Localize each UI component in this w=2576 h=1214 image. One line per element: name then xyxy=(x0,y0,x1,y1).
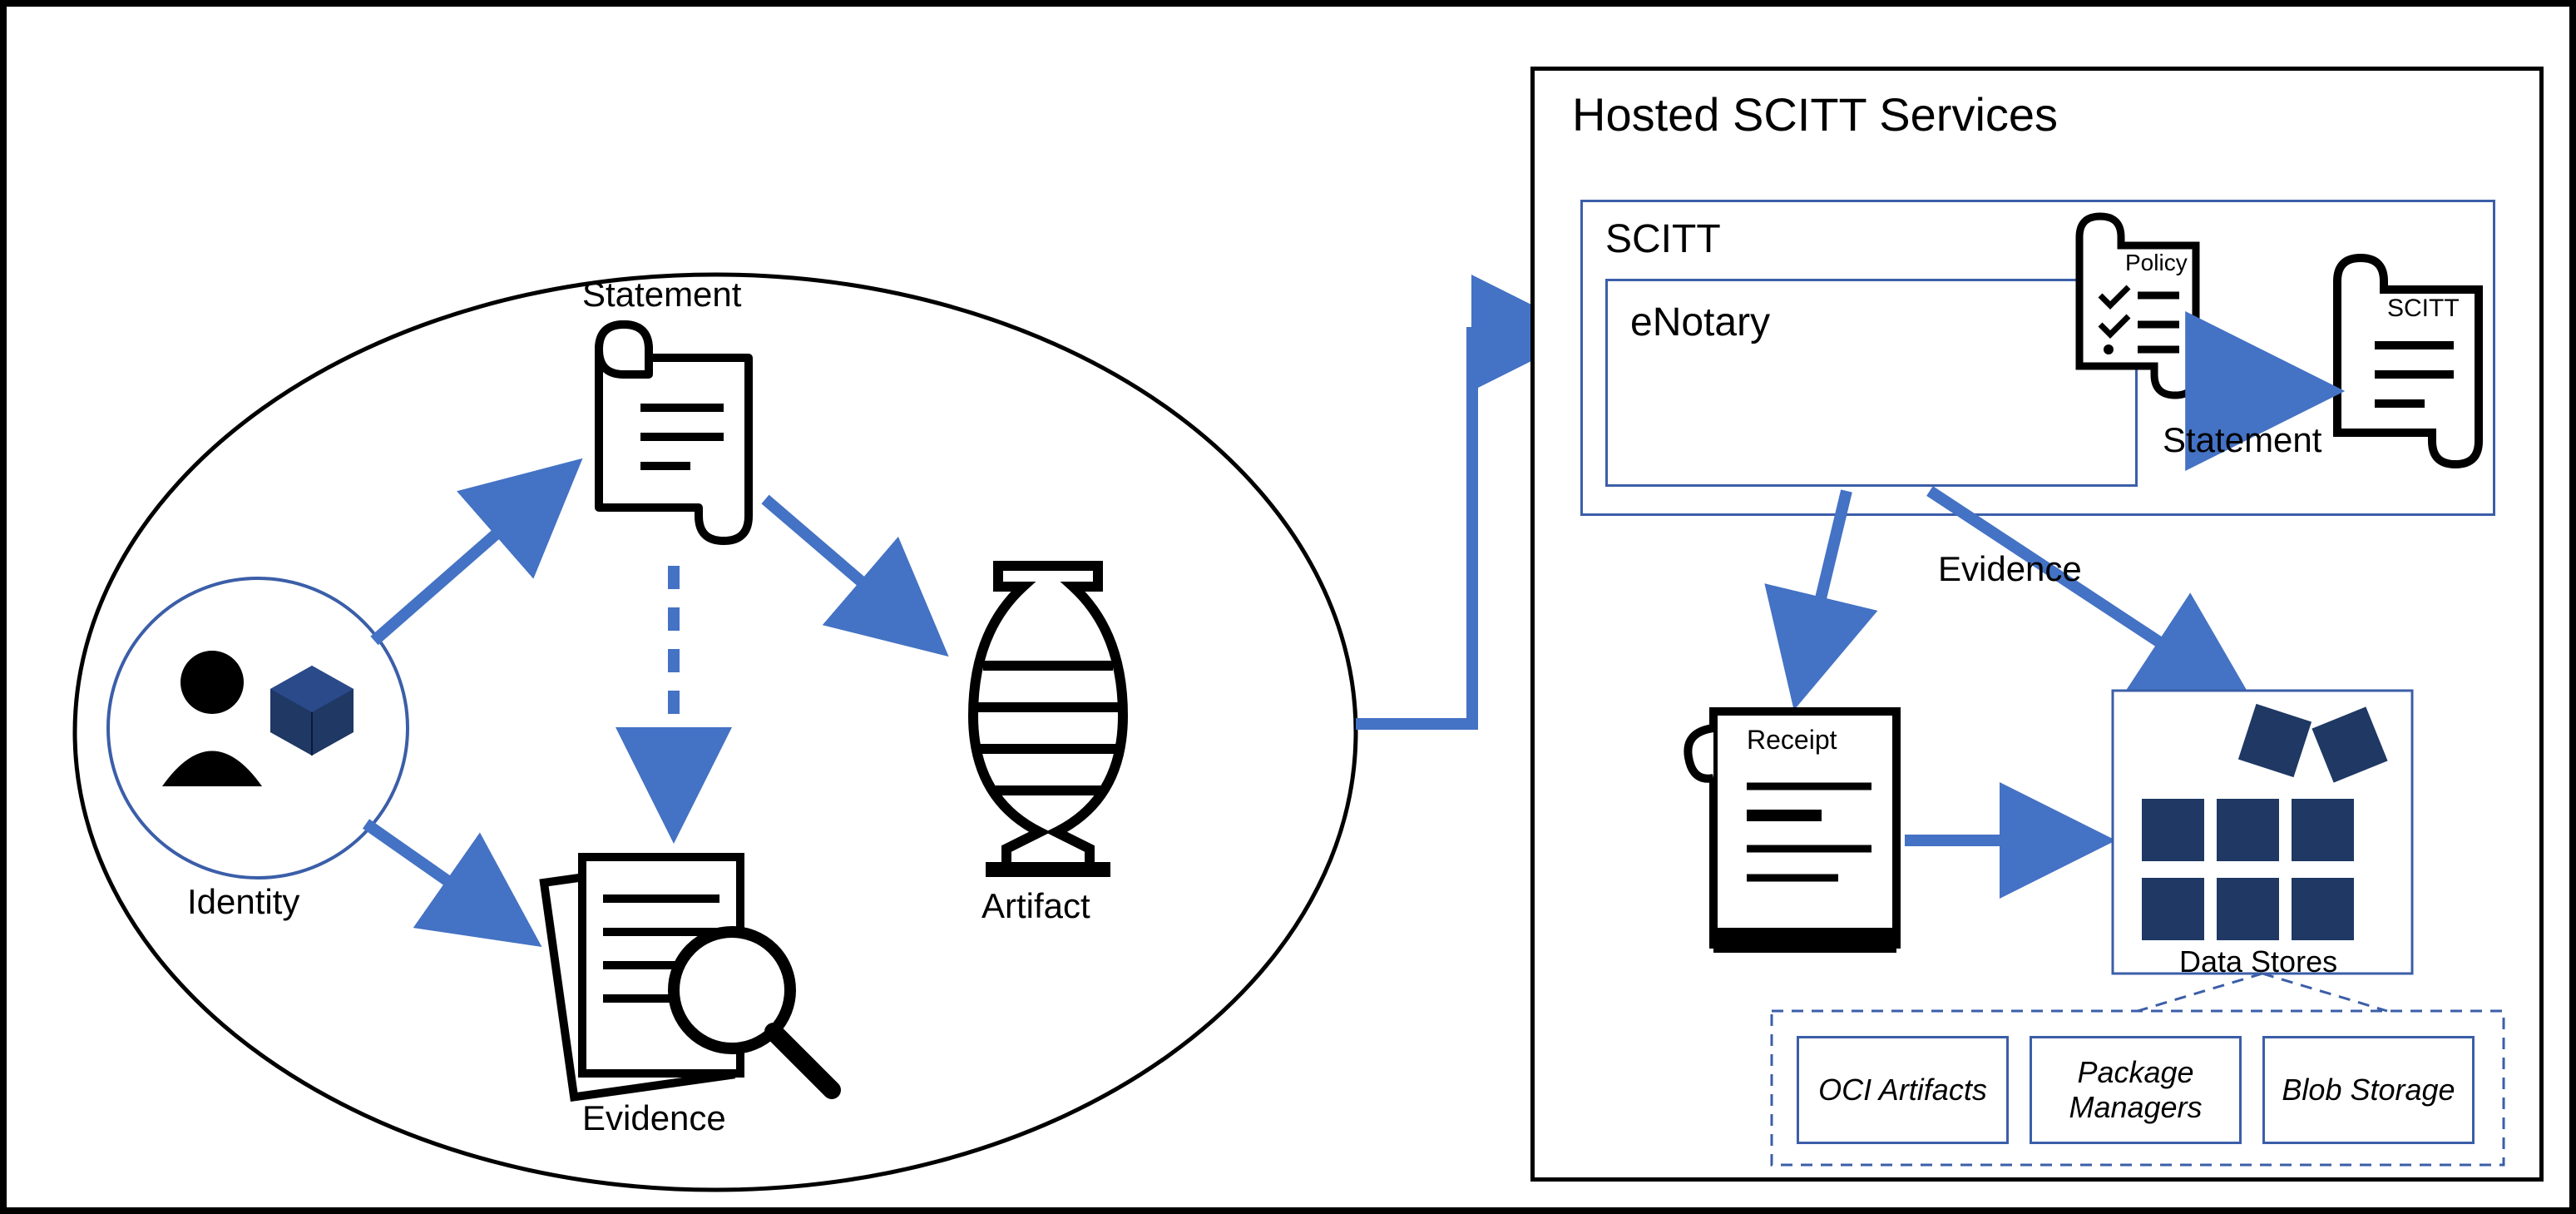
store-oci: OCI Artifacts xyxy=(1797,1036,2009,1144)
diagram-canvas: Identity Statement Artifact Evidence Hos… xyxy=(0,0,2576,1214)
identity-label: Identity xyxy=(187,882,299,922)
store-blob: Blob Storage xyxy=(2262,1036,2475,1144)
data-stores-label: Data Stores xyxy=(2179,944,2337,979)
scitt-box-label: SCITT xyxy=(1605,216,1721,262)
statement-label: Statement xyxy=(582,275,741,315)
evidence-label: Evidence xyxy=(582,1098,726,1138)
enotary-label: eNotary xyxy=(1630,300,1770,345)
store-pkg: Package Managers xyxy=(2030,1036,2242,1144)
artifact-label: Artifact xyxy=(981,886,1090,926)
hosted-title: Hosted SCITT Services xyxy=(1572,87,2058,141)
evidence-edge-label: Evidence xyxy=(1938,549,2082,589)
statement-out-label: Statement xyxy=(2163,420,2321,460)
